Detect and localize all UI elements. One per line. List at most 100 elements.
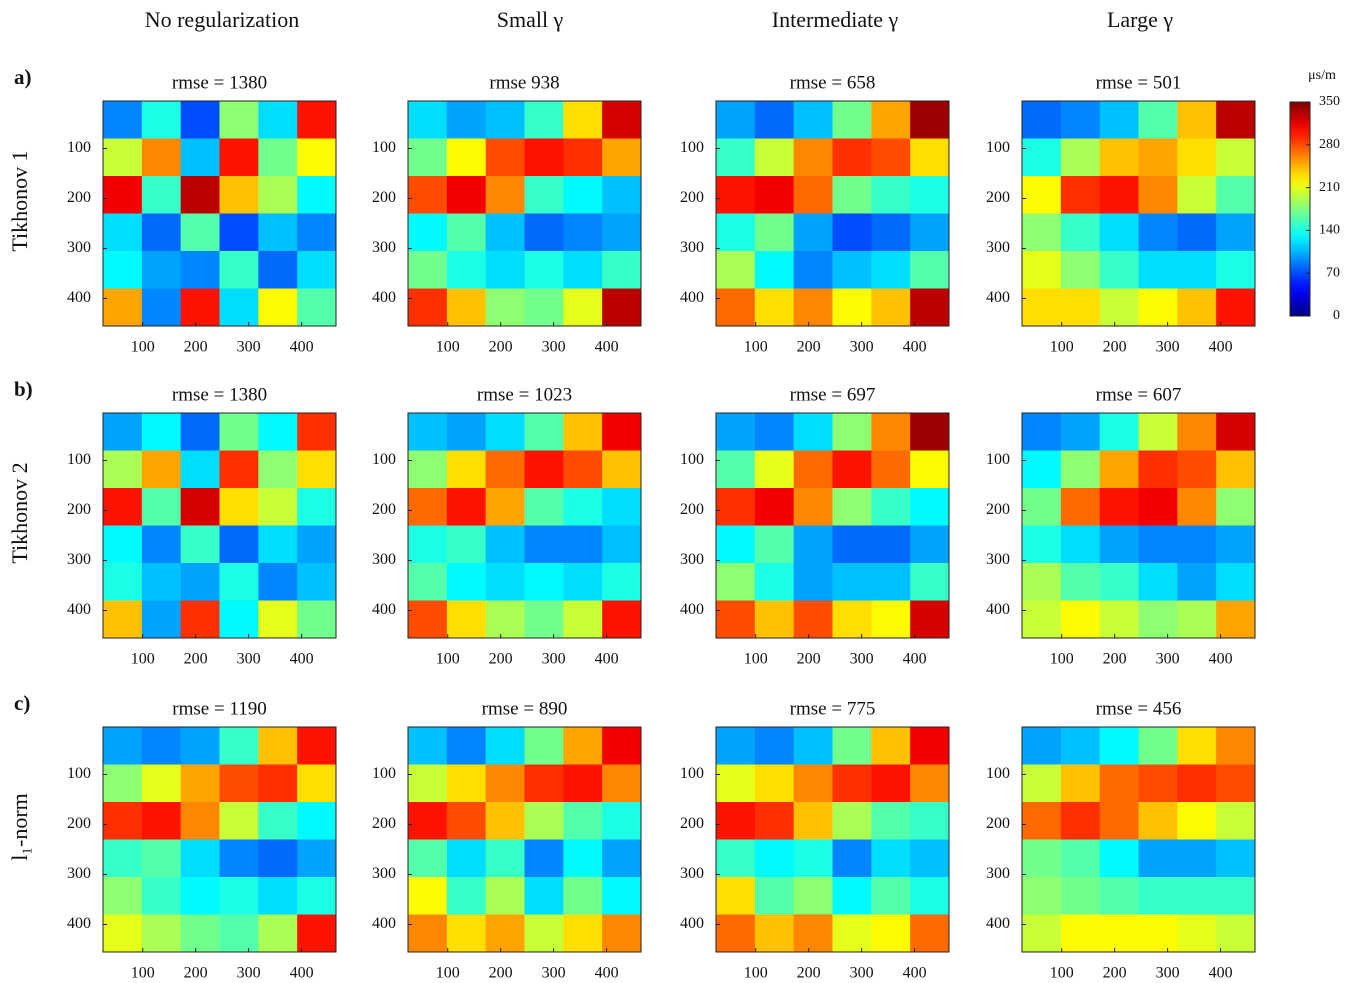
heatmap-cell [754, 213, 795, 252]
heatmap-cell [103, 450, 143, 489]
heatmap-cell [1060, 914, 1101, 953]
heatmap-cell [563, 101, 603, 139]
heatmap-cell [602, 450, 642, 489]
heatmap-cell [1216, 563, 1256, 601]
heatmap-cell [297, 138, 337, 177]
heatmap-cell [1099, 839, 1139, 878]
heatmap-cell [832, 563, 872, 601]
x-tick-label: 300 [542, 651, 566, 668]
heatmap-cell [103, 727, 143, 765]
y-tick-label: 300 [67, 865, 91, 882]
heatmap-cell [1099, 101, 1139, 139]
heatmap-cell [910, 600, 950, 639]
colorbar-tick-label: 350 [1319, 94, 1340, 109]
heatmap-cell [180, 525, 220, 564]
heatmap-cell [1099, 213, 1139, 252]
heatmap-cell [524, 563, 564, 601]
heatmap-cell [1099, 288, 1139, 327]
heatmap-cell [1177, 288, 1217, 327]
heatmap-cell [1216, 525, 1256, 564]
heatmap-cell [485, 839, 525, 878]
y-tick-label: 400 [67, 289, 91, 306]
row-label: Tikhonov 2 [7, 462, 32, 563]
x-tick-label: 300 [1156, 339, 1180, 356]
heatmap-cell [297, 914, 337, 953]
heatmap-cell [180, 176, 220, 214]
heatmap-cell [793, 877, 833, 915]
y-tick-label: 100 [680, 765, 704, 782]
heatmap-cell [602, 488, 642, 526]
heatmap-cell [1138, 525, 1178, 564]
heatmap-cell [754, 727, 795, 765]
heatmap-cell [563, 525, 603, 564]
heatmap-cell [832, 288, 872, 327]
heatmap-cell [408, 764, 448, 803]
row-label: l₁-norm [7, 793, 32, 861]
x-tick-label: 100 [436, 965, 460, 982]
heatmap-cell [716, 288, 756, 327]
heatmap-cell [141, 563, 182, 601]
x-tick-label: 300 [850, 339, 874, 356]
heatmap-cell [832, 525, 872, 564]
heatmap-cell [563, 213, 603, 252]
heatmap-cell [1099, 138, 1139, 177]
heatmap-cell [1060, 727, 1101, 765]
heatmap-cell [103, 413, 143, 451]
heatmap-cell [297, 839, 337, 878]
heatmap-cell [910, 288, 950, 327]
heatmap-cell [1216, 839, 1256, 878]
heatmap-cell [408, 213, 448, 252]
heatmap-cell [180, 213, 220, 252]
heatmap-cell [1216, 138, 1256, 177]
x-tick-label: 200 [489, 339, 513, 356]
x-tick-label: 200 [184, 651, 208, 668]
heatmap-cell [871, 251, 911, 289]
heatmap-cell [1177, 525, 1217, 564]
y-tick-label: 100 [986, 765, 1010, 782]
heatmap-cell [832, 802, 872, 840]
heatmap-cell [180, 288, 220, 327]
heatmap-cell [1060, 764, 1101, 803]
heatmap-cell [1216, 176, 1256, 214]
heatmap-cell [754, 488, 795, 526]
heatmap-cell [408, 914, 448, 953]
heatmap-cell [408, 176, 448, 214]
heatmap-cell [1177, 450, 1217, 489]
heatmap-cell [832, 839, 872, 878]
heatmap-cell [754, 101, 795, 139]
panel-title: rmse = 658 [790, 72, 876, 93]
heatmap-cell [716, 413, 756, 451]
heatmap-cell [219, 450, 259, 489]
y-tick-label: 400 [372, 915, 396, 932]
heatmap-cell [832, 138, 872, 177]
heatmap-cell [219, 914, 259, 953]
heatmap-cell [871, 764, 911, 803]
heatmap-cell [258, 525, 298, 564]
heatmap-cell [297, 413, 337, 451]
heatmap-cell [485, 138, 525, 177]
heatmap-cell [219, 288, 259, 327]
heatmap-cell [1138, 764, 1178, 803]
panel-title: rmse = 1380 [172, 72, 267, 93]
x-tick-label: 200 [1103, 651, 1127, 668]
heatmap-cell [871, 176, 911, 214]
heatmap-cell [219, 877, 259, 915]
y-tick-label: 400 [986, 601, 1010, 618]
heatmap-cell [602, 288, 642, 327]
heatmap-cell [446, 213, 487, 252]
heatmap-cell [141, 914, 182, 953]
heatmap-cell [258, 176, 298, 214]
heatmap-cell [1177, 839, 1217, 878]
heatmap-cell [524, 600, 564, 639]
heatmap-cell [180, 764, 220, 803]
heatmap-cell [1022, 802, 1062, 840]
heatmap-cell [716, 764, 756, 803]
heatmap-cell [602, 213, 642, 252]
heatmap-cell [910, 413, 950, 451]
heatmap-cell [103, 176, 143, 214]
heatmap-cell [408, 600, 448, 639]
heatmap-cell [103, 839, 143, 878]
heatmap-cell [408, 802, 448, 840]
heatmap-cell [1022, 413, 1062, 451]
